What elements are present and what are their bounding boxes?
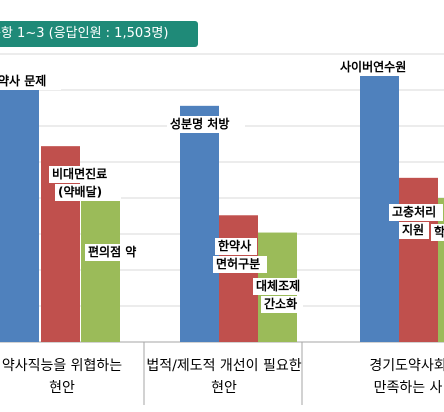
category-label: 약사직능을 위협하는: [2, 358, 122, 374]
bar: [438, 198, 444, 342]
bar: [180, 105, 219, 342]
bar-label-bg: [49, 166, 115, 183]
bar-label: 고충처리: [392, 204, 436, 219]
bar: [0, 77, 39, 342]
bar-label-bg: [215, 238, 257, 255]
category-label: 현안: [211, 380, 237, 396]
bar-label: 대체조제: [256, 278, 300, 293]
bar-label: (약배달): [58, 184, 102, 199]
chart-title-text: 문항 1~3 (응답인원 : 1,503명): [0, 26, 169, 41]
bar-label-bg: [167, 116, 245, 133]
category-label: 경기도약사회: [369, 358, 444, 374]
bar: [81, 198, 120, 342]
bar-label: 편의점 약: [88, 244, 136, 259]
chart-title-banner: 문항 1~3 (응답인원 : 1,503명): [0, 21, 198, 47]
bar-label: 한약사: [218, 238, 251, 253]
bar-label: 약사 문제: [0, 73, 46, 88]
bar-label: 사이버연수원: [340, 59, 406, 74]
bar-label-bg: [389, 204, 443, 221]
bar-label-bg: [399, 222, 429, 239]
bar: [219, 215, 258, 342]
bar-label: 간소화: [264, 296, 297, 311]
category-label: 현안: [49, 380, 75, 396]
bar-label-bg: [431, 224, 444, 241]
bar-label-bg: [85, 244, 151, 261]
category-label: 법적/제도적 개선이 필요한: [146, 358, 301, 374]
bar: [399, 177, 438, 342]
bar-label-bg: [55, 184, 121, 201]
bar-label: 학: [434, 224, 444, 239]
bar-label-bg: [253, 278, 307, 295]
bar-label: 지원: [402, 222, 424, 237]
bar-label-bg: [0, 73, 61, 90]
bar-label-bg: [213, 256, 267, 273]
bar-label-bg: [261, 296, 303, 313]
bar-label: 면허구분: [216, 256, 260, 271]
bar-label: 비대면진료: [52, 166, 107, 181]
category-label: 만족하는 사: [374, 380, 443, 396]
bar-label-bg: [337, 59, 415, 76]
bar-label: 성분명 처방: [170, 116, 229, 131]
